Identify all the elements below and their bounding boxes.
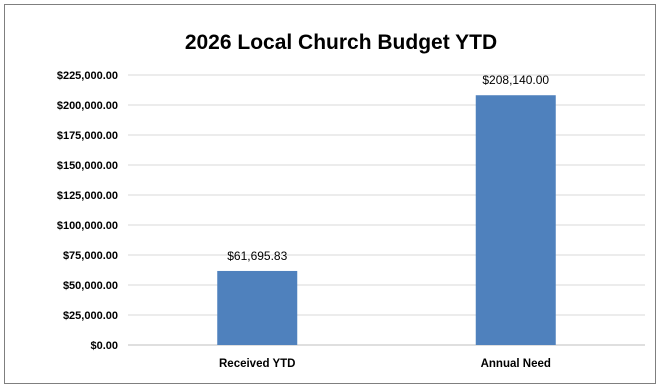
y-tick-label: $200,000.00 (57, 100, 118, 112)
chart-frame: 2026 Local Church Budget YTD $0.00 $25,00… (4, 4, 656, 384)
y-tick-label: $0.00 (90, 340, 118, 352)
y-tick-label: $125,000.00 (57, 190, 118, 202)
y-tick-label: $175,000.00 (57, 130, 118, 142)
x-tick-label: Annual Need (481, 358, 551, 370)
y-tick-label: $100,000.00 (57, 220, 118, 232)
x-axis-tick-labels: Received YTD Annual Need (219, 358, 551, 370)
y-axis-tick-labels: $0.00 $25,000.00 $50,000.00 $75,000.00 $100,… (57, 70, 118, 352)
bars (217, 95, 556, 346)
bar (217, 270, 298, 345)
bar-chart: 2026 Local Church Budget YTD $0.00 $25,00… (57, 31, 645, 370)
data-label: $61,695.83 (227, 249, 287, 263)
gridlines (128, 74, 645, 346)
chart-title: 2026 Local Church Budget YTD (185, 31, 497, 54)
data-labels: $61,695.83 $208,140.00 (227, 73, 549, 263)
y-tick-label: $150,000.00 (57, 160, 118, 172)
y-tick-label: $225,000.00 (57, 70, 118, 82)
y-tick-label: $50,000.00 (63, 280, 118, 292)
y-tick-label: $75,000.00 (63, 250, 118, 262)
x-tick-label: Received YTD (219, 358, 296, 370)
y-tick-label: $25,000.00 (63, 310, 118, 322)
data-label: $208,140.00 (482, 73, 549, 87)
bar (475, 95, 556, 346)
